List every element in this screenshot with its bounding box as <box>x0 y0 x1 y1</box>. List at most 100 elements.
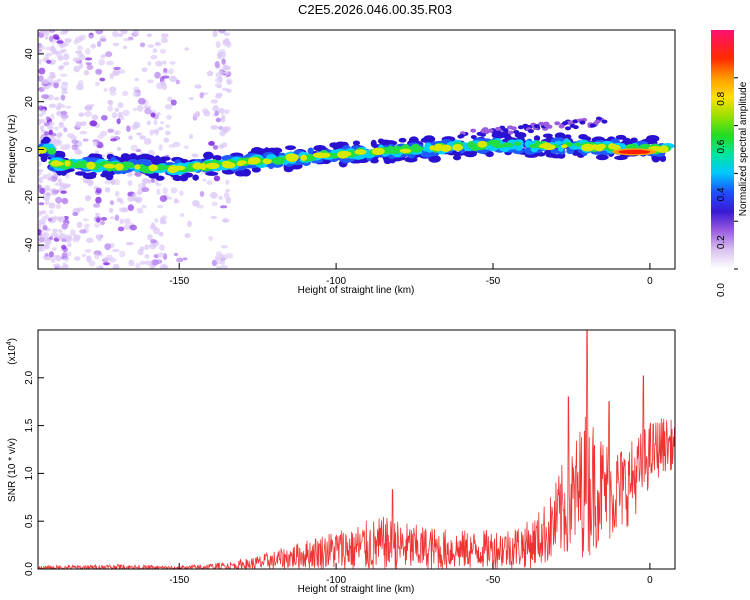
noise-blob <box>105 51 113 58</box>
noise-blob <box>139 260 146 265</box>
ridge-blob <box>89 171 97 177</box>
noise-blob <box>44 198 50 206</box>
ridge-blob <box>379 139 391 144</box>
noise-blob <box>223 32 231 36</box>
ridge-blob <box>47 147 57 155</box>
multiplier-base: (x10 <box>7 345 18 365</box>
noise-blob <box>109 200 115 206</box>
noise-blob <box>48 30 56 33</box>
noise-blob <box>60 144 68 151</box>
branch-blob <box>517 125 524 130</box>
noise-blob <box>218 30 226 34</box>
noise-blob <box>66 132 75 139</box>
noise-blob <box>103 87 108 92</box>
noise-blob <box>78 112 85 117</box>
noise-blob <box>104 180 111 185</box>
ridge-blob <box>625 143 639 150</box>
noise-blob <box>146 33 152 38</box>
noise-blob <box>76 45 84 51</box>
noise-blob <box>94 150 100 154</box>
noise-blob <box>120 30 128 35</box>
ridge-blob <box>595 154 609 161</box>
noise-blob <box>61 90 69 95</box>
noise-blob <box>220 51 227 58</box>
noise-blob <box>38 161 43 167</box>
noise-blob <box>134 77 139 82</box>
noise-blob <box>61 197 69 205</box>
noise-blob <box>96 40 102 48</box>
noise-blob <box>224 65 231 71</box>
ridge-blob <box>205 162 220 170</box>
ridge-blob <box>659 156 667 163</box>
noise-blob <box>159 263 168 269</box>
noise-blob <box>173 200 181 204</box>
noise-blob <box>169 75 177 83</box>
ridge-blob <box>542 133 553 138</box>
noise-blob <box>203 110 211 117</box>
noise-blob <box>95 30 104 35</box>
noise-blob <box>159 195 168 203</box>
ridge-blob <box>320 152 331 158</box>
noise-blob <box>89 104 95 108</box>
colorbar-tick-label: 0.0 <box>716 283 727 297</box>
ridge-blob <box>352 140 361 146</box>
noise-blob <box>209 192 218 199</box>
noise-blob <box>225 188 230 193</box>
noise-blob <box>141 67 148 73</box>
ridge-blob <box>155 175 165 181</box>
noise-blob <box>188 134 194 140</box>
ridge-blob <box>398 137 407 143</box>
noise-blob <box>224 37 230 42</box>
noise-blob <box>196 204 204 209</box>
noise-blob <box>112 69 121 77</box>
colorbar: 0.0 0.2 0.4 0.6 0.8 Normalized spectral ampl… <box>711 30 749 297</box>
branch-blob <box>470 128 477 133</box>
noise-blob <box>152 129 160 134</box>
noise-blob <box>50 232 59 238</box>
noise-blob <box>94 252 100 260</box>
noise-blob <box>57 55 64 61</box>
noise-blob <box>58 125 66 129</box>
noise-blob <box>58 228 63 234</box>
noise-blob <box>144 107 152 115</box>
x-tick-label: -100 <box>326 575 346 586</box>
noise-blob <box>83 223 90 228</box>
noise-blob <box>155 61 163 67</box>
noise-blob <box>112 42 120 47</box>
branch-blob <box>470 135 477 140</box>
multiplier-close: ) <box>7 338 18 341</box>
ridge-blob <box>312 152 324 158</box>
noise-blob <box>114 107 120 113</box>
noise-blob <box>48 251 54 258</box>
noise-blob <box>64 37 72 43</box>
branch-blob <box>527 129 534 134</box>
branch-blob <box>481 128 488 133</box>
noise-blob <box>61 81 69 86</box>
noise-blob <box>161 83 168 91</box>
noise-blob <box>61 223 68 230</box>
noise-blob <box>71 139 79 145</box>
snr-frame <box>37 329 676 570</box>
noise-blob <box>100 130 108 137</box>
ridge-blob <box>597 143 607 149</box>
noise-blob <box>170 187 178 194</box>
noise-blob <box>48 202 56 209</box>
noise-blob <box>81 253 87 258</box>
branch-blob <box>522 123 529 128</box>
noise-blob <box>212 144 219 150</box>
y-tick-label: 2.0 <box>24 370 35 384</box>
noise-blob <box>154 218 159 223</box>
noise-blob <box>47 217 53 222</box>
ridge-blob <box>399 148 412 154</box>
noise-blob <box>127 172 133 177</box>
noise-blob <box>55 203 61 210</box>
noise-blob <box>175 79 180 85</box>
noise-blob <box>38 236 46 243</box>
noise-blob <box>149 129 154 136</box>
noise-blob <box>139 42 146 48</box>
noise-blob <box>176 257 184 263</box>
noise-blob <box>62 182 68 190</box>
spectrogram-y-ticks: -40 -20 0 20 40 <box>24 48 44 252</box>
noise-blob <box>118 116 125 121</box>
noise-blob <box>56 78 62 83</box>
